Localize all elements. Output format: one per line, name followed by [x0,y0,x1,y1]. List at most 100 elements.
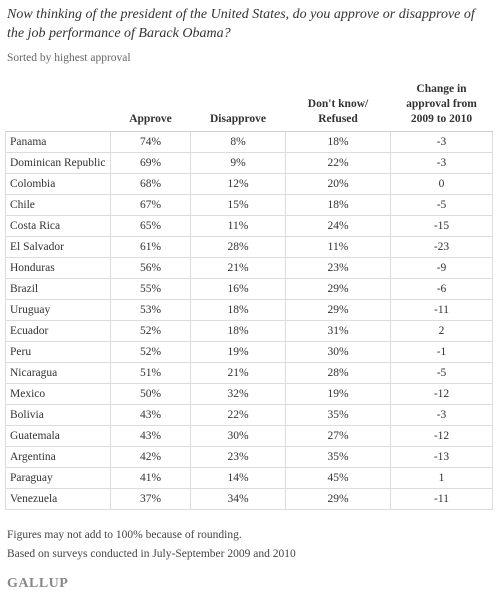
value-cell: -11 [390,488,493,510]
value-cell: -13 [390,446,493,468]
footnotes: Figures may not add to 100% because of r… [7,526,296,564]
column-header: Disapprove [190,80,286,132]
country-cell: El Salvador [5,236,111,258]
value-cell: 19% [285,383,391,405]
value-cell: 14% [190,467,286,489]
value-cell: -15 [390,215,493,237]
value-cell: 29% [285,299,391,321]
header-line: Disapprove [209,113,267,125]
value-cell: 15% [190,194,286,216]
header-line: approval from [406,98,477,110]
value-cell: 20% [285,173,391,195]
table-row: Bolivia 43% 22% 35% -3 [5,404,493,426]
table-row: Venezuela 37% 34% 29% -11 [5,488,493,510]
value-cell: 74% [110,131,191,153]
value-cell: 61% [110,236,191,258]
table-row: Uruguay 53% 18% 29% -11 [5,299,493,321]
table-row: Panama 74% 8% 18% -3 [5,131,493,153]
value-cell: 1 [390,467,493,489]
value-cell: 22% [285,152,391,174]
value-cell: 34% [190,488,286,510]
value-cell: 31% [285,320,391,342]
value-cell: 67% [110,194,191,216]
table-row: Chile 67% 15% 18% -5 [5,194,493,216]
country-cell: Colombia [5,173,111,195]
country-cell: Argentina [5,446,111,468]
column-header: Change in approval from 2009 to 2010 [390,80,493,132]
value-cell: 53% [110,299,191,321]
table-row: Paraguay 41% 14% 45% 1 [5,467,493,489]
header-row: Approve Disapprove Don't know/Refused Chang… [5,80,493,132]
value-cell: 23% [285,257,391,279]
value-cell: 45% [285,467,391,489]
value-cell: 27% [285,425,391,447]
value-cell: 68% [110,173,191,195]
value-cell: 55% [110,278,191,300]
value-cell: -11 [390,299,493,321]
subtitle: Sorted by highest approval [7,52,131,64]
country-cell: Guatemala [5,425,111,447]
value-cell: -5 [390,362,493,384]
value-cell: 50% [110,383,191,405]
country-cell: Paraguay [5,467,111,489]
value-cell: 56% [110,257,191,279]
value-cell: 51% [110,362,191,384]
title: Now thinking of the president of the Uni… [7,7,475,41]
value-cell: 16% [190,278,286,300]
country-cell: Peru [5,341,111,363]
logo: GALLUP [7,576,69,591]
table-row: Argentina 42% 23% 35% -13 [5,446,493,468]
value-cell: -3 [390,152,493,174]
value-cell: -3 [390,131,493,153]
country-cell: Chile [5,194,111,216]
table-row: Mexico 50% 32% 19% -12 [5,383,493,405]
table-row: Colombia 68% 12% 20% 0 [5,173,493,195]
value-cell: 21% [190,257,286,279]
header-line: Approve [129,113,172,125]
country-cell: Uruguay [5,299,111,321]
value-cell: 43% [110,425,191,447]
table-row: Dominican Republic 69% 9% 22% -3 [5,152,493,174]
value-cell: 12% [190,173,286,195]
country-cell: Honduras [5,257,111,279]
value-cell: 32% [190,383,286,405]
table-row: Nicaragua 51% 21% 28% -5 [5,362,493,384]
table-row: Honduras 56% 21% 23% -9 [5,257,493,279]
value-cell: -12 [390,383,493,405]
value-cell: -9 [390,257,493,279]
approval-table: Approve Disapprove Don't know/Refused Chang… [5,80,493,510]
value-cell: 35% [285,446,391,468]
header-line: Refused [318,113,358,125]
column-header: Approve [110,80,191,132]
column-header [5,80,111,132]
value-cell: 22% [190,404,286,426]
value-cell: -1 [390,341,493,363]
country-cell: Mexico [5,383,111,405]
value-cell: -6 [390,278,493,300]
value-cell: -5 [390,194,493,216]
country-cell: Costa Rica [5,215,111,237]
value-cell: 18% [190,299,286,321]
value-cell: 52% [110,341,191,363]
country-cell: Venezuela [5,488,111,510]
value-cell: 21% [190,362,286,384]
table-row: El Salvador 61% 28% 11% -23 [5,236,493,258]
value-cell: -3 [390,404,493,426]
footnote: Based on surveys conducted in July-Septe… [7,548,296,560]
value-cell: 35% [285,404,391,426]
value-cell: 18% [285,194,391,216]
table-row: Costa Rica 65% 11% 24% -15 [5,215,493,237]
value-cell: 29% [285,488,391,510]
country-cell: Nicaragua [5,362,111,384]
value-cell: 65% [110,215,191,237]
value-cell: 43% [110,404,191,426]
country-cell: Panama [5,131,111,153]
value-cell: 30% [285,341,391,363]
value-cell: 9% [190,152,286,174]
table-row: Brazil 55% 16% 29% -6 [5,278,493,300]
value-cell: -12 [390,425,493,447]
column-header: Don't know/Refused [285,80,391,132]
value-cell: 18% [285,131,391,153]
value-cell: 8% [190,131,286,153]
